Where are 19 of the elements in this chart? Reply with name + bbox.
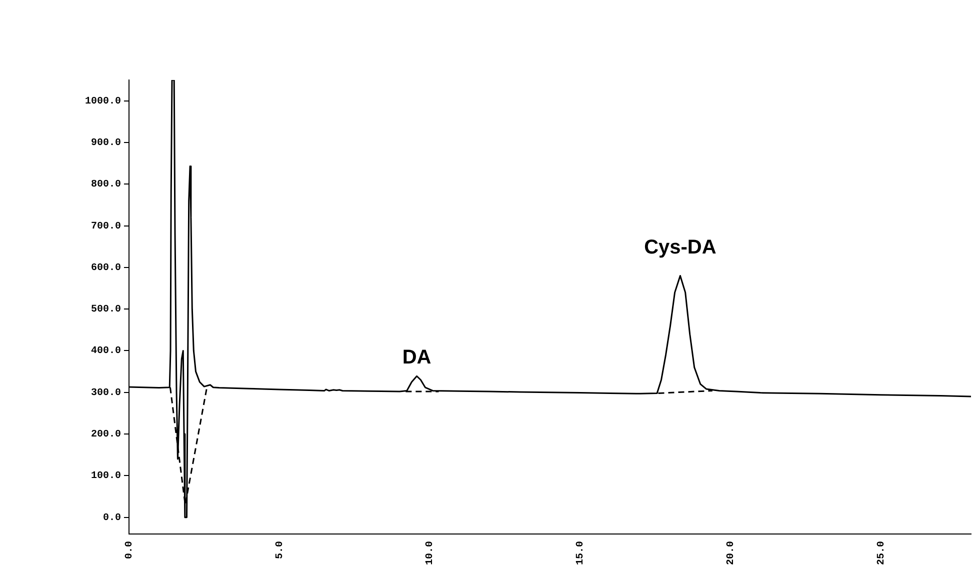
x-tick-label: 0.0: [124, 541, 136, 560]
x-tick-label: 25.0: [876, 541, 888, 566]
annotation: DA: [402, 346, 432, 369]
y-tick-label: 700.0: [90, 221, 121, 232]
x-tick-label: 20.0: [726, 541, 737, 566]
y-tick-label: 0.0: [102, 512, 121, 524]
y-tick-label: 400.0: [90, 346, 121, 358]
annotation: Cys-DA: [644, 236, 716, 258]
y-tick-label: 800.0: [90, 180, 121, 191]
y-tick-label: 600.0: [90, 262, 121, 274]
y-tick-label: 1000.0: [84, 96, 121, 108]
y-tick-label: 500.0: [90, 304, 121, 316]
y-tick-label: 300.0: [90, 388, 121, 399]
x-tick-label: 5.0: [274, 541, 286, 560]
y-tick-label: 900.0: [90, 138, 121, 149]
x-tick-label: 15.0: [576, 541, 587, 566]
y-tick-label: 200.0: [90, 430, 121, 441]
y-tick-label: 100.0: [90, 471, 121, 482]
x-tick-label: 10.0: [425, 541, 436, 566]
